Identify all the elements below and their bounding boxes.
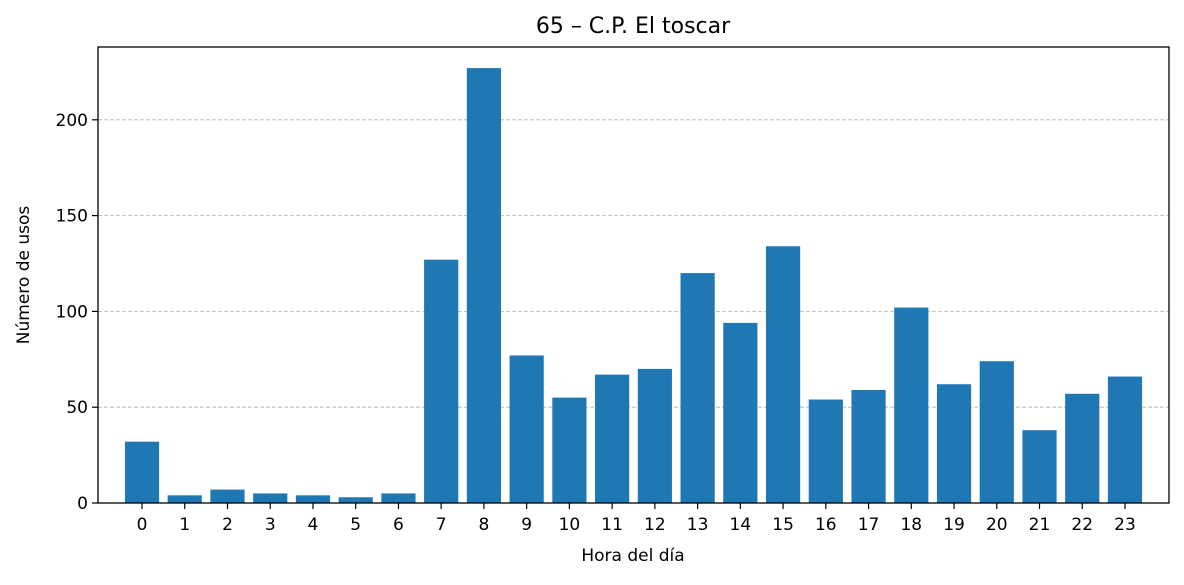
x-tick-label-21: 21 (1029, 515, 1051, 535)
x-tick-label-3: 3 (265, 515, 276, 535)
y-tick-label-150: 150 (56, 207, 88, 227)
x-tick-label-15: 15 (772, 515, 794, 535)
bar-hour-3 (253, 493, 288, 503)
x-tick-label-6: 6 (393, 515, 404, 535)
x-tick-label-0: 0 (137, 515, 148, 535)
x-tick-label-18: 18 (900, 515, 922, 535)
bar-hour-4 (295, 495, 331, 503)
bar-hour-2 (210, 489, 245, 503)
x-tick-label-20: 20 (986, 515, 1008, 535)
plot-frame (97, 46, 1170, 504)
x-tick-label-1: 1 (179, 515, 190, 535)
y-axis-ticks: 0 50 100 150 200 (56, 111, 98, 514)
bar-hour-18 (894, 307, 929, 503)
bar-hour-20 (979, 361, 1014, 503)
y-tick-label-100: 100 (56, 302, 88, 322)
x-tick-label-2: 2 (222, 515, 233, 535)
x-tick-label-13: 13 (687, 515, 709, 535)
bar-hour-17 (851, 389, 886, 503)
bar-hour-12 (637, 368, 672, 503)
bar-hour-13 (680, 273, 715, 503)
chart-title: 65 – C.P. El toscar (536, 14, 731, 39)
x-tick-label-8: 8 (479, 515, 490, 535)
y-tick-label-200: 200 (56, 111, 88, 131)
x-tick-label-14: 14 (730, 515, 752, 535)
x-tick-label-10: 10 (559, 515, 581, 535)
x-tick-label-4: 4 (308, 515, 319, 535)
y-tick-label-0: 0 (77, 494, 88, 514)
bar-hour-1 (167, 495, 202, 503)
x-axis-label: Hora del día (581, 546, 684, 566)
bars (124, 68, 1143, 504)
bar-hour-21 (1022, 430, 1057, 503)
bar-hour-5 (338, 497, 373, 503)
x-tick-label-16: 16 (815, 515, 837, 535)
bar-hour-9 (509, 355, 544, 503)
x-tick-label-23: 23 (1114, 515, 1136, 535)
y-axis-label: Número de usos (14, 206, 34, 345)
x-tick-label-12: 12 (644, 515, 666, 535)
x-tick-label-11: 11 (601, 515, 623, 535)
bar-hour-7 (424, 259, 459, 503)
x-axis-ticks: 0 1 2 3 4 5 6 7 8 9 10 11 12 13 14 15 16 17 18 19 20 21 22 23 (137, 503, 1136, 535)
x-tick-label-7: 7 (436, 515, 447, 535)
bar-hour-0 (124, 441, 160, 503)
x-tick-label-19: 19 (943, 515, 965, 535)
bar-hour-14 (723, 322, 758, 503)
bar-hour-10 (552, 397, 587, 503)
x-tick-label-22: 22 (1071, 515, 1093, 535)
x-tick-label-9: 9 (521, 515, 532, 535)
bar-hour-19 (936, 384, 972, 503)
bar-hour-8 (466, 68, 502, 504)
bar-hour-16 (808, 399, 843, 503)
bar-hour-6 (381, 493, 416, 503)
x-tick-label-5: 5 (350, 515, 361, 535)
x-tick-label-17: 17 (858, 515, 880, 535)
y-tick-label-50: 50 (66, 398, 88, 418)
bar-hour-23 (1107, 376, 1143, 503)
bar-hour-22 (1065, 393, 1100, 503)
bar-hour-11 (595, 374, 630, 503)
bar-hour-15 (765, 246, 801, 503)
